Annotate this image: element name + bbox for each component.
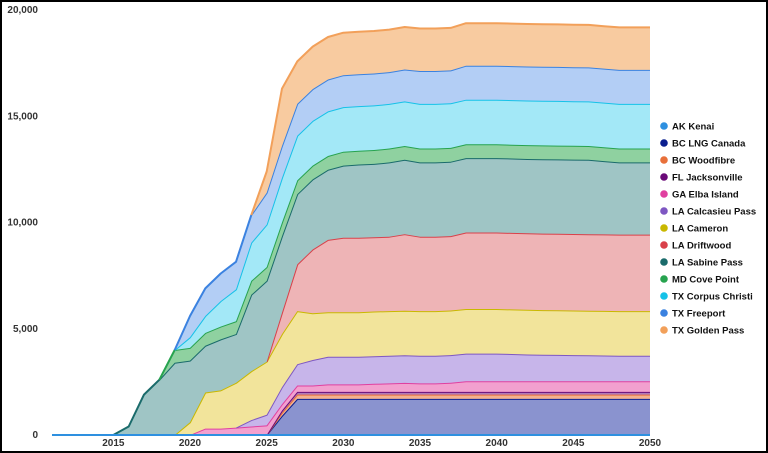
legend-marker-tx-freeport [660, 309, 668, 317]
area-la-calcasieu-pass [236, 353, 650, 428]
legend-marker-la-calcasieu-pass [660, 207, 668, 215]
y-tick-label-10000: 10,000 [7, 218, 38, 229]
x-tick-label-2035: 2035 [409, 438, 432, 449]
legend-marker-tx-corpus-christi [660, 292, 668, 300]
legend-marker-md-cove-point [660, 275, 668, 283]
x-tick-label-2045: 2045 [562, 438, 585, 449]
legend-label-fl-jacksonville: FL Jacksonville [672, 173, 743, 184]
legend: AK Kenai BC LNG Canada BC Woodfibre FL Jack… [660, 122, 756, 337]
x-tick-label-2025: 2025 [256, 438, 279, 449]
area-tx-freeport [174, 65, 650, 350]
legend-label-bc-lng-canada: BC LNG Canada [672, 139, 746, 150]
area-tx-golden-pass [251, 23, 651, 216]
y-tick-label-5000: 5,000 [13, 324, 38, 335]
legend-label-tx-freeport: TX Freeport [672, 309, 726, 320]
legend-marker-la-sabine-pass [660, 258, 668, 266]
x-tick-label-2050: 2050 [639, 438, 662, 449]
legend-label-la-driftwood: LA Driftwood [672, 241, 731, 252]
legend-label-tx-corpus-christi: TX Corpus Christi [672, 292, 753, 303]
y-tick-label-20000: 20,000 [7, 5, 38, 16]
area-ga-elba-island [190, 381, 650, 435]
legend-marker-ak-kenai [660, 122, 668, 130]
legend-marker-la-driftwood [660, 241, 668, 249]
legend-label-tx-golden-pass: TX Golden Pass [672, 326, 744, 337]
legend-label-la-cameron: LA Cameron [672, 224, 728, 235]
x-tick-label-2020: 2020 [179, 438, 202, 449]
legend-label-bc-woodfibre: BC Woodfibre [672, 156, 735, 167]
legend-label-ak-kenai: AK Kenai [672, 122, 714, 133]
area-bc-woodfibre [266, 394, 650, 435]
legend-marker-bc-woodfibre [660, 156, 668, 164]
legend-label-md-cove-point: MD Cove Point [672, 275, 740, 286]
legend-marker-ga-elba-island [660, 190, 668, 198]
area-la-cameron [174, 309, 650, 435]
legend-marker-fl-jacksonville [660, 173, 668, 181]
x-tick-label-2015: 2015 [102, 438, 125, 449]
legend-marker-la-cameron [660, 224, 668, 232]
area-la-driftwood [266, 232, 650, 362]
axes-group: 2015 2020 2025 2030 2035 2040 2045 2050 0 5,000 10… [7, 5, 661, 449]
line-tx-golden-pass [250, 22, 650, 216]
legend-marker-bc-lng-canada [660, 139, 668, 147]
legend-label-la-sabine-pass: LA Sabine Pass [672, 258, 743, 269]
area-la-sabine-pass [113, 158, 651, 435]
area-series-group [112, 22, 651, 436]
area-bc-lng-canada [266, 398, 650, 435]
y-tick-label-15000: 15,000 [7, 111, 38, 122]
x-tick-label-2040: 2040 [486, 438, 509, 449]
x-tick-label-2030: 2030 [332, 438, 355, 449]
y-tick-label-0: 0 [32, 430, 38, 441]
legend-label-ga-elba-island: GA Elba Island [672, 190, 739, 201]
legend-label-la-calcasieu-pass: LA Calcasieu Pass [672, 207, 756, 218]
legend-marker-tx-golden-pass [660, 326, 668, 334]
area-tx-corpus-christi [174, 99, 650, 350]
